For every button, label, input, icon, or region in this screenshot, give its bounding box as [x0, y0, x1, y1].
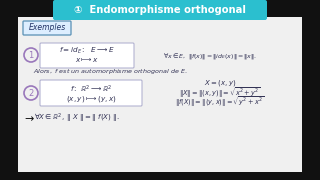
Text: $f = id_E :\ \ E \longrightarrow E$: $f = id_E :\ \ E \longrightarrow E$ — [59, 46, 115, 56]
Text: $\forall X \in \mathbb{R}^2,\ \|\ X\ \| = \|\ f(X)\ \|.$: $\forall X \in \mathbb{R}^2,\ \|\ X\ \| … — [34, 111, 120, 125]
FancyBboxPatch shape — [40, 80, 142, 106]
Text: $\|f(X)\| = \|(y,x)\| = \sqrt{y^2+x^2}$: $\|f(X)\| = \|(y,x)\| = \sqrt{y^2+x^2}$ — [175, 95, 265, 109]
FancyBboxPatch shape — [40, 43, 134, 68]
FancyBboxPatch shape — [18, 17, 302, 172]
Text: $x \longmapsto x$: $x \longmapsto x$ — [75, 56, 99, 64]
Text: 2: 2 — [28, 89, 34, 98]
Text: $\|X\| = \|(x,y)\| = \sqrt{x^2+y^2}$: $\|X\| = \|(x,y)\| = \sqrt{x^2+y^2}$ — [179, 86, 261, 100]
Text: Exemples: Exemples — [28, 24, 66, 33]
Text: $\forall x \in E,\ \|f(x)\| = \|id_E(x)\| = \|x\|.$: $\forall x \in E,\ \|f(x)\| = \|id_E(x)\… — [163, 51, 257, 61]
FancyBboxPatch shape — [53, 0, 267, 20]
Text: $f :\ \mathbb{R}^2 \longrightarrow \mathbb{R}^2$: $f :\ \mathbb{R}^2 \longrightarrow \math… — [70, 83, 112, 95]
Text: ①  Endomorphisme orthogonal: ① Endomorphisme orthogonal — [74, 5, 246, 15]
Text: 1: 1 — [28, 51, 34, 60]
Text: $(x, y) \longmapsto (y, x)$: $(x, y) \longmapsto (y, x)$ — [66, 94, 116, 104]
Text: $\it{Alors,\ f\ est\ un\ automorphisme\ orthogonal\ de\ E.}$: $\it{Alors,\ f\ est\ un\ automorphisme\ … — [33, 66, 187, 75]
FancyBboxPatch shape — [23, 21, 71, 35]
Text: $X = (x, y)$: $X = (x, y)$ — [204, 78, 236, 88]
Text: $\rightarrow$: $\rightarrow$ — [22, 113, 35, 123]
